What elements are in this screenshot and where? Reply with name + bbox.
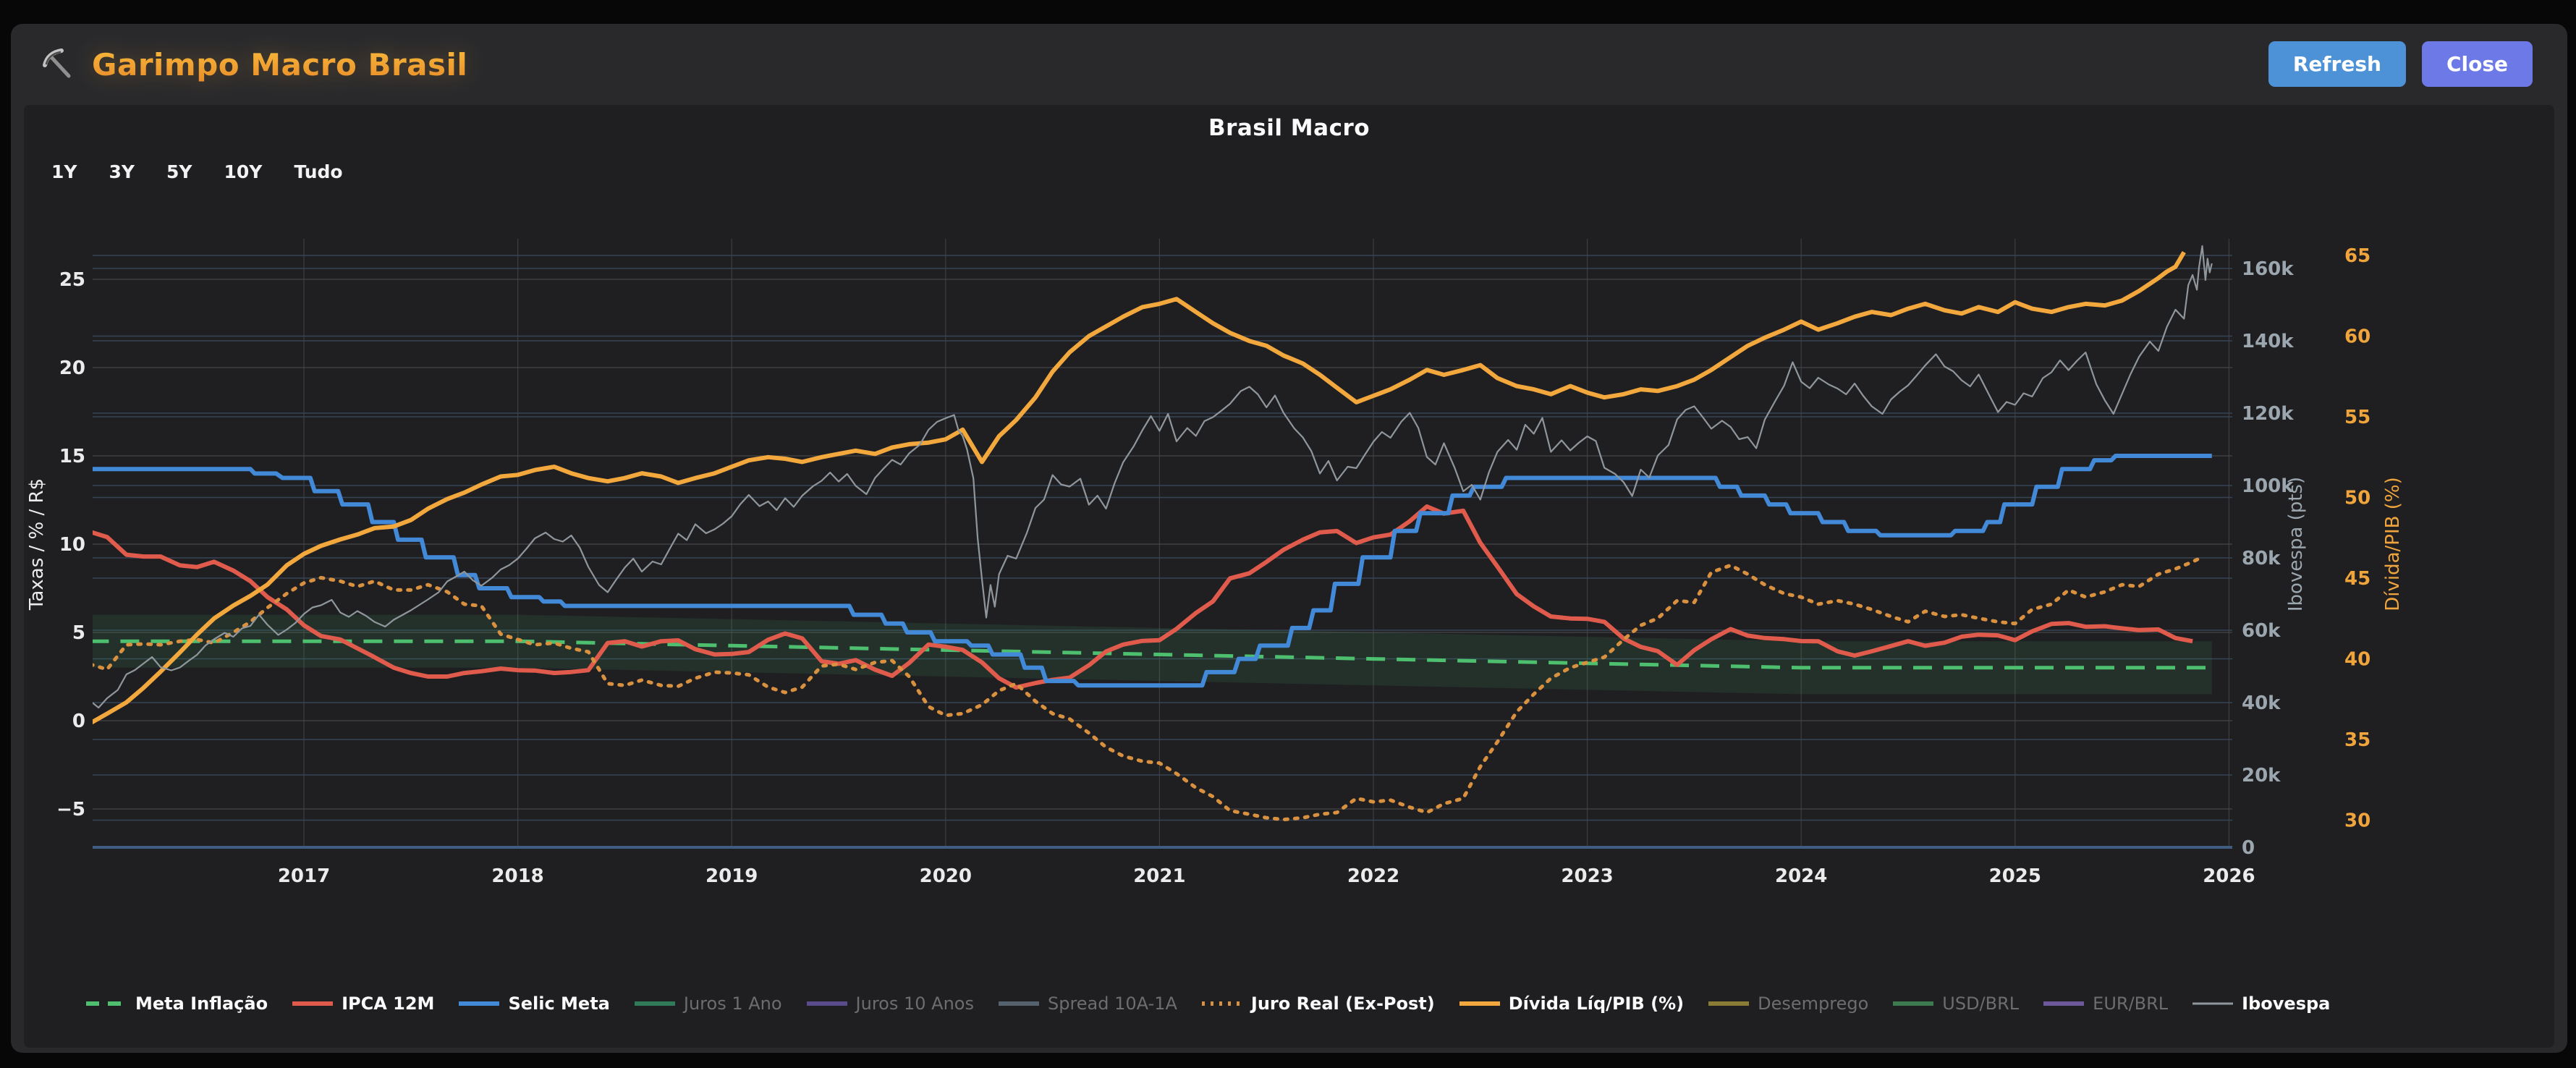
- ibov-tick-60k: 60k: [2242, 620, 2281, 642]
- chart-card: Brasil Macro 1Y 3Y 5Y 10Y Tudo Taxas / % / R…: [24, 105, 2554, 1048]
- legend-item-usd-brl[interactable]: USD/BRL: [1893, 993, 2019, 1014]
- ibov-tick-120k: 120k: [2242, 403, 2294, 425]
- close-button[interactable]: Close: [2421, 41, 2533, 87]
- legend-label-ipca-12m: IPCA 12M: [342, 993, 435, 1014]
- header-buttons: Refresh Close: [2268, 41, 2533, 87]
- legend-swatch-selic-meta: [459, 1001, 500, 1006]
- legend-item-meta-inflacao[interactable]: Meta Inflação: [86, 993, 268, 1014]
- app-title: Garimpo Macro Brasil: [92, 46, 468, 82]
- legend-item-spread-10a-1a[interactable]: Spread 10A-1A: [998, 993, 1177, 1014]
- refresh-button[interactable]: Refresh: [2268, 41, 2406, 87]
- divida-tick-30: 30: [2344, 810, 2370, 832]
- divida-tick-40: 40: [2344, 649, 2370, 671]
- legend-item-juros-10-anos[interactable]: Juros 10 Anos: [806, 993, 974, 1014]
- legend-label-desemprego: Desemprego: [1758, 993, 1869, 1014]
- x-tick-2023: 2023: [1561, 865, 1613, 887]
- legend-swatch-usd-brl: [1893, 1001, 1934, 1006]
- left-tick-15: 15: [59, 446, 85, 467]
- x-tick-2017: 2017: [278, 865, 330, 887]
- legend-swatch-ipca-12m: [292, 1001, 334, 1006]
- legend-swatch-juros-10-anos: [806, 1001, 847, 1006]
- x-tick-2018: 2018: [491, 865, 543, 887]
- chart-title: Brasil Macro: [1208, 115, 1370, 141]
- left-tick-−5: −5: [56, 799, 85, 821]
- divida-tick-50: 50: [2344, 488, 2370, 509]
- legend-label-meta-inflacao: Meta Inflação: [135, 993, 268, 1014]
- divida-tick-55: 55: [2344, 407, 2370, 428]
- legend-swatch-juros-1-ano: [634, 1001, 675, 1006]
- left-tick-0: 0: [72, 711, 85, 732]
- legend-item-ibovespa[interactable]: Ibovespa: [2192, 993, 2330, 1014]
- legend-label-juros-1-ano: Juros 1 Ano: [683, 993, 782, 1014]
- ibov-tick-160k: 160k: [2242, 258, 2294, 280]
- divida-tick-65: 65: [2344, 245, 2370, 267]
- ibov-tick-140k: 140k: [2242, 331, 2294, 352]
- range-button-1y[interactable]: 1Y: [43, 157, 86, 187]
- series-juro-real-ex-post-line: [93, 554, 2206, 822]
- legend-swatch-divida-liq-pib: [1459, 1001, 1500, 1006]
- divida-tick-60: 60: [2344, 326, 2370, 348]
- panel-header: Garimpo Macro Brasil Refresh Close: [11, 24, 2567, 105]
- range-button-3y[interactable]: 3Y: [101, 157, 144, 187]
- legend-item-selic-meta[interactable]: Selic Meta: [459, 993, 610, 1014]
- legend-swatch-eur-brl: [2043, 1001, 2085, 1006]
- macro-chart-plot[interactable]: 2017 2018 2019 2020 2021 2022 2023 2024 2025 2026…: [24, 105, 2554, 1048]
- divida-tick-45: 45: [2344, 568, 2370, 590]
- series-meta-inflacao-line: [93, 639, 2212, 670]
- left-tick-20: 20: [59, 357, 85, 379]
- legend-label-juro-real-ex-post: Juro Real (Ex-Post): [1250, 993, 1435, 1014]
- x-tick-2024: 2024: [1775, 865, 1827, 887]
- legend-item-eur-brl[interactable]: EUR/BRL: [2043, 993, 2168, 1014]
- left-tick-10: 10: [59, 534, 85, 556]
- legend-item-juro-real-ex-post[interactable]: Juro Real (Ex-Post): [1201, 993, 1435, 1014]
- legend-item-divida-liq-pib[interactable]: Dívida Líq/PIB (%): [1459, 993, 1684, 1014]
- chart-legend: Meta Inflação IPCA 12M Selic Meta Juros 1 A…: [24, 993, 2554, 1014]
- garimpo-macro-panel: Garimpo Macro Brasil Refresh Close Brasi…: [11, 24, 2567, 1053]
- x-tick-2022: 2022: [1347, 865, 1399, 887]
- range-button-5y[interactable]: 5Y: [158, 157, 201, 187]
- ibov-tick-20k: 20k: [2242, 765, 2281, 787]
- legend-label-usd-brl: USD/BRL: [1942, 993, 2020, 1014]
- x-tick-2026: 2026: [2203, 865, 2255, 887]
- ibov-tick-80k: 80k: [2242, 548, 2281, 569]
- divida-tick-35: 35: [2344, 729, 2370, 751]
- range-selector: 1Y 3Y 5Y 10Y Tudo: [43, 157, 352, 187]
- legend-swatch-meta-inflacao: [86, 1001, 127, 1006]
- legend-swatch-ibovespa: [2192, 1002, 2234, 1005]
- range-button-tudo[interactable]: Tudo: [285, 157, 351, 187]
- pickaxe-icon: [41, 47, 76, 82]
- series-ibovespa-line: [93, 245, 2213, 709]
- legend-label-ibovespa: Ibovespa: [2242, 993, 2331, 1014]
- ibov-tick-100k: 100k: [2242, 475, 2294, 497]
- legend-label-divida-liq-pib: Dívida Líq/PIB (%): [1508, 993, 1685, 1014]
- meta-inflation-band: [93, 614, 2212, 695]
- legend-item-desemprego[interactable]: Desemprego: [1708, 993, 1868, 1014]
- range-button-10y[interactable]: 10Y: [216, 157, 271, 187]
- x-tick-2025: 2025: [1989, 865, 2041, 887]
- series-ipca-12m-line: [93, 504, 2193, 690]
- series-divida-liq-pib-line: [93, 250, 2186, 725]
- legend-label-eur-brl: EUR/BRL: [2093, 993, 2169, 1014]
- legend-label-spread-10a-1a: Spread 10A-1A: [1047, 993, 1177, 1014]
- ibov-tick-0: 0: [2242, 837, 2255, 859]
- x-tick-2019: 2019: [706, 865, 758, 887]
- legend-swatch-spread-10a-1a: [998, 1001, 1039, 1006]
- legend-item-ipca-12m[interactable]: IPCA 12M: [292, 993, 434, 1014]
- x-tick-2020: 2020: [920, 865, 972, 887]
- legend-swatch-juro-real-ex-post: [1201, 1001, 1242, 1006]
- legend-swatch-desemprego: [1708, 1001, 1750, 1006]
- legend-label-juros-10-anos: Juros 10 Anos: [855, 993, 974, 1014]
- legend-label-selic-meta: Selic Meta: [508, 993, 610, 1014]
- left-tick-5: 5: [72, 622, 85, 644]
- ibov-tick-40k: 40k: [2242, 692, 2281, 714]
- legend-item-juros-1-ano[interactable]: Juros 1 Ano: [634, 993, 782, 1014]
- left-tick-25: 25: [59, 269, 85, 291]
- series-selic-meta-line: [93, 454, 2212, 688]
- x-tick-2021: 2021: [1133, 865, 1185, 887]
